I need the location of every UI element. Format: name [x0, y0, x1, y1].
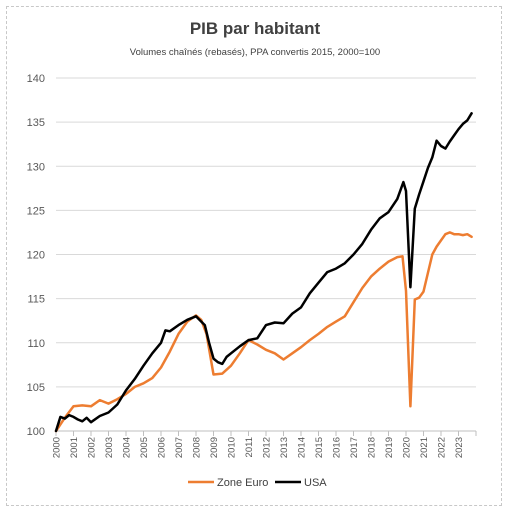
series-lines	[54, 112, 473, 433]
x-tick-label: 2004	[122, 437, 133, 458]
x-tick-label: 2001	[69, 437, 80, 458]
x-tick-label: 2002	[87, 437, 98, 458]
y-tick-label: 125	[27, 205, 45, 217]
x-tick-label: 2014	[297, 437, 308, 458]
x-tick-label: 2010	[227, 437, 238, 458]
x-tick-label: 2000	[52, 437, 63, 458]
x-tick-label: 2006	[157, 437, 168, 458]
x-tick-label: 2011	[244, 437, 255, 457]
x-tick-label: 2019	[384, 437, 395, 458]
x-tick-label: 2018	[367, 437, 378, 458]
x-tick-label: 2005	[139, 437, 150, 458]
x-axis: 2000 2001 2002 2003 2004 2005 2006 2007 2008 2009…	[52, 430, 477, 458]
y-axis-ticks: 100 105 110 115 120 125 130 135 140	[27, 73, 45, 438]
x-tick-label: 2003	[104, 437, 115, 458]
x-tick-label: 2008	[192, 437, 203, 458]
y-tick-label: 100	[27, 426, 45, 438]
y-tick-label: 120	[27, 250, 45, 262]
y-tick-label: 105	[27, 382, 45, 394]
x-tick-label: 2020	[402, 437, 413, 458]
x-tick-label: 2013	[279, 437, 290, 458]
series-line-zone-euro	[54, 231, 473, 433]
x-tick-label: 2009	[209, 437, 220, 458]
y-tick-label: 135	[27, 117, 45, 129]
chart-frame	[6, 6, 502, 506]
y-tick-label: 130	[27, 161, 45, 173]
y-tick-label: 140	[27, 73, 45, 85]
y-tick-label: 110	[27, 338, 45, 350]
y-tick-label: 115	[27, 294, 45, 306]
chart-subtitle: Volumes chaînés (rebasés), PPA convertis…	[129, 47, 381, 58]
series-line-usa	[54, 112, 473, 433]
chart-title: PIB par habitant	[189, 19, 321, 38]
legend-label-zone-euro: Zone Euro	[217, 477, 268, 489]
x-tick-label: 2007	[174, 437, 185, 458]
x-tick-label: 2012	[262, 437, 273, 458]
x-tick-label: 2015	[314, 437, 325, 458]
x-tick-label: 2022	[437, 437, 448, 458]
x-tick-label: 2023	[454, 437, 465, 458]
legend-label-usa: USA	[304, 477, 327, 489]
x-tick-label: 2017	[349, 437, 360, 458]
legend: Zone Euro USA	[188, 477, 327, 489]
x-tick-label: 2021	[419, 437, 430, 458]
x-tick-label: 2016	[332, 437, 343, 458]
